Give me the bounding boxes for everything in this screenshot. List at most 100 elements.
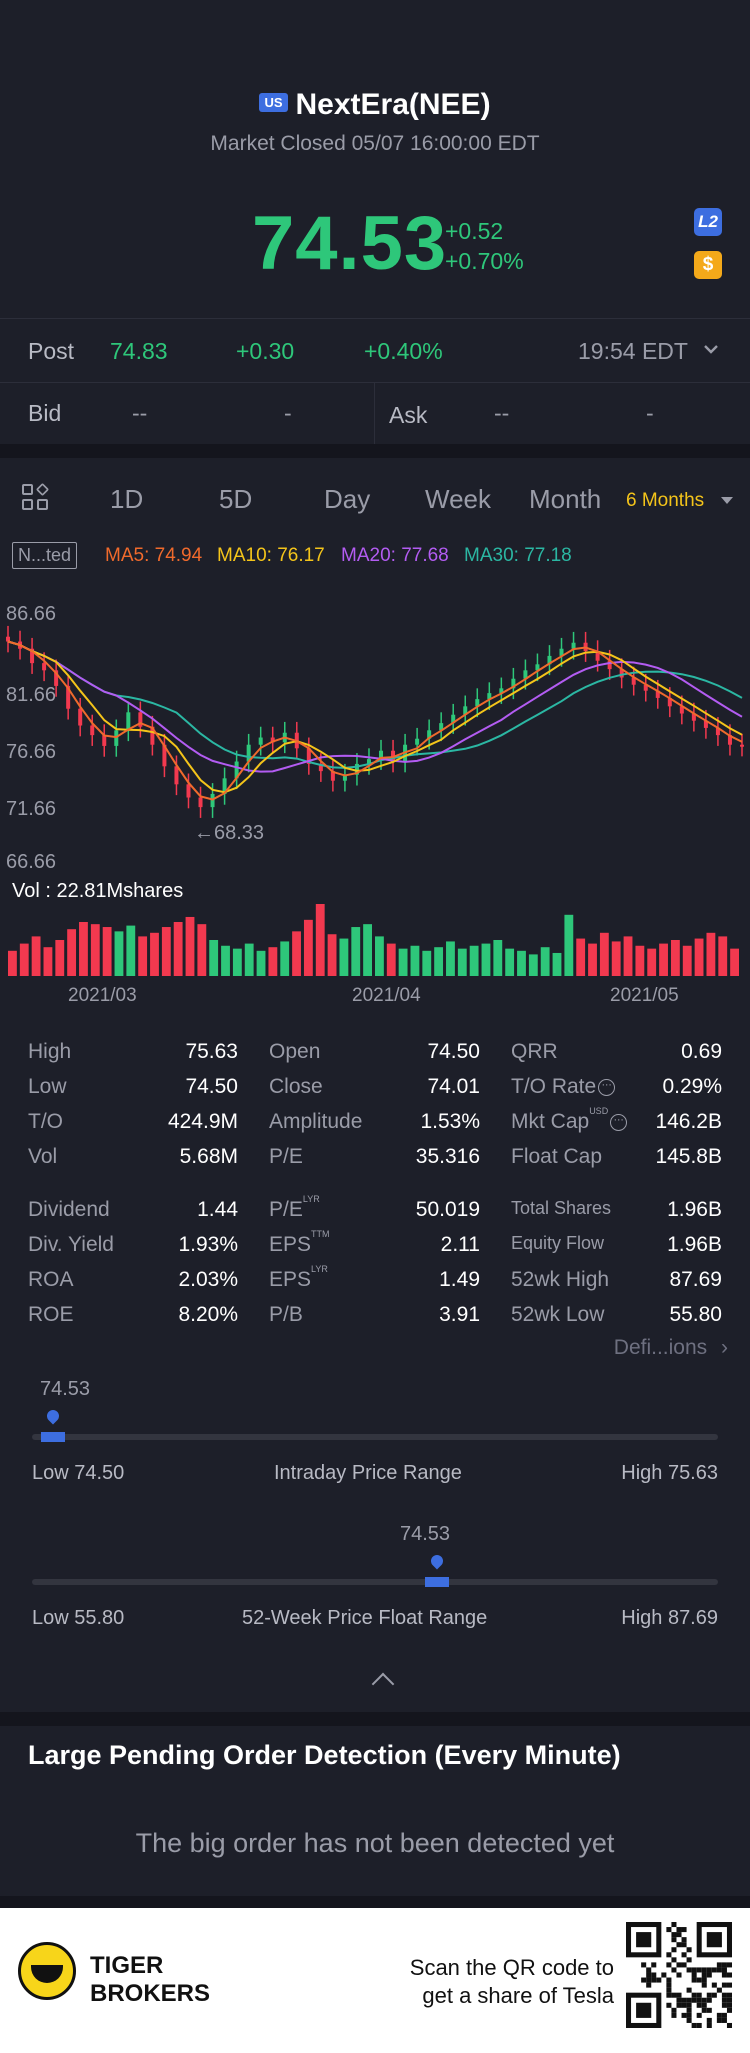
info-icon[interactable]: ⋯ <box>610 1113 628 1131</box>
level2-icon[interactable]: L2 <box>694 208 722 236</box>
volume-bar <box>386 943 396 976</box>
volume-bar <box>670 940 680 976</box>
volume-bar <box>114 931 124 976</box>
scan-promo-text: Scan the QR code to get a share of Tesla <box>410 1954 614 2010</box>
definitions-link[interactable]: Defi...ions › <box>614 1336 728 1360</box>
divider <box>0 382 750 383</box>
intraday-low: Low 74.50 <box>32 1462 125 1484</box>
chevron-down-icon[interactable] <box>702 334 720 370</box>
ma20-line <box>7 640 743 773</box>
candlestick-chart[interactable] <box>0 620 750 840</box>
candle <box>535 653 540 682</box>
candle <box>306 737 311 775</box>
dollar-coin-icon[interactable]: $ <box>694 251 722 279</box>
x-tick-label: 2021/03 <box>68 985 137 1006</box>
ask-price: -- <box>494 400 510 426</box>
candle <box>715 717 720 746</box>
stat-label-text: 52wk Low <box>511 1303 605 1326</box>
stat-label-text: Dividend <box>28 1198 110 1221</box>
volume-bar <box>197 924 207 976</box>
stat-value: 8.20% <box>178 1303 238 1326</box>
stat-value: 145.8B <box>655 1145 722 1168</box>
tab-6-months[interactable]: 6 Months <box>626 490 705 511</box>
volume-bar <box>327 934 337 976</box>
candle <box>42 652 47 682</box>
quote-header: US NextEra(NEE) Market Closed 05/07 16:00… <box>0 0 750 318</box>
volume-bar <box>398 948 408 976</box>
stat-label-text: Close <box>269 1075 323 1098</box>
volume-chart[interactable] <box>0 900 750 976</box>
tab-5d[interactable]: 5D <box>219 484 253 514</box>
adjust-mode-button[interactable]: N...ted <box>12 542 78 569</box>
chevron-up-icon[interactable] <box>371 1672 395 1696</box>
volume-bar <box>256 950 266 976</box>
y-tick-label: 71.66 <box>6 798 57 820</box>
candle <box>258 726 263 756</box>
candle <box>90 714 95 746</box>
candle <box>439 712 444 742</box>
volume-bar <box>446 941 455 976</box>
candle <box>6 625 10 653</box>
stat-label: P/E <box>269 1145 303 1169</box>
volume-bar <box>528 954 538 976</box>
post-market-row[interactable]: Post 74.83 +0.30 +0.40% 19:54 EDT <box>0 320 750 382</box>
stat-label: Mkt CapUSD⋯ <box>511 1106 628 1134</box>
stat-label-text: Mkt Cap <box>511 1110 590 1133</box>
intraday-fill <box>40 1432 65 1442</box>
week52-track <box>32 1577 718 1587</box>
stat-value: 74.50 <box>427 1040 480 1063</box>
intraday-current-value: 74.53 <box>40 1378 91 1400</box>
stat-value: 5.68M <box>179 1145 238 1168</box>
post-change: +0.30 <box>236 338 295 364</box>
volume-bar <box>730 948 739 976</box>
volume-bar <box>161 927 171 976</box>
candle <box>66 675 71 720</box>
min-price-marker: ←68.33 <box>194 822 265 844</box>
ma20-value: MA20: 77.68 <box>341 545 449 566</box>
volume-bar <box>363 924 372 976</box>
intraday-label: Intraday Price Range <box>274 1462 462 1484</box>
tab-1d[interactable]: 1D <box>110 484 144 514</box>
candle <box>643 673 648 702</box>
volume-bar <box>126 925 136 976</box>
stat-label-text: Low <box>28 1075 67 1098</box>
volume-bar <box>422 950 432 976</box>
volume-bar <box>79 922 88 976</box>
volume-bar <box>517 950 526 976</box>
stat-label-text: ROA <box>28 1268 74 1291</box>
divider <box>374 382 375 444</box>
candle <box>114 719 119 757</box>
info-icon[interactable]: ⋯ <box>598 1078 616 1096</box>
volume-bar <box>611 941 621 976</box>
caret-down-icon[interactable] <box>720 486 734 517</box>
qr-code-icon[interactable] <box>626 1922 732 2028</box>
volume-bar <box>31 936 41 976</box>
volume-bar <box>150 932 159 976</box>
tab-month[interactable]: Month <box>529 484 602 514</box>
ma5-value: MA5: 74.94 <box>105 545 203 566</box>
stat-label-text: Amplitude <box>269 1110 363 1133</box>
section-separator <box>0 1712 750 1726</box>
stat-label: 52wk Low <box>511 1303 604 1327</box>
grid-layout-icon[interactable] <box>22 482 50 512</box>
volume-bar <box>55 940 65 976</box>
candle <box>619 658 624 689</box>
candle <box>222 767 227 805</box>
candle <box>102 724 107 757</box>
stat-value: 1.49 <box>439 1268 480 1291</box>
volume-bar <box>493 940 503 976</box>
candle <box>186 773 191 809</box>
tab-week[interactable]: Week <box>425 484 491 514</box>
candle <box>523 659 528 690</box>
candle <box>451 703 456 734</box>
candle <box>234 750 239 790</box>
chevron-right-icon: › <box>721 1336 728 1359</box>
tab-day[interactable]: Day <box>324 484 371 514</box>
stat-value: 74.50 <box>185 1075 238 1098</box>
candle <box>126 701 131 742</box>
volume-bar <box>303 919 313 976</box>
volume-bar <box>481 943 491 976</box>
volume-bar <box>90 924 100 976</box>
x-tick-label: 2021/05 <box>610 985 679 1006</box>
volume-bar <box>434 947 444 976</box>
